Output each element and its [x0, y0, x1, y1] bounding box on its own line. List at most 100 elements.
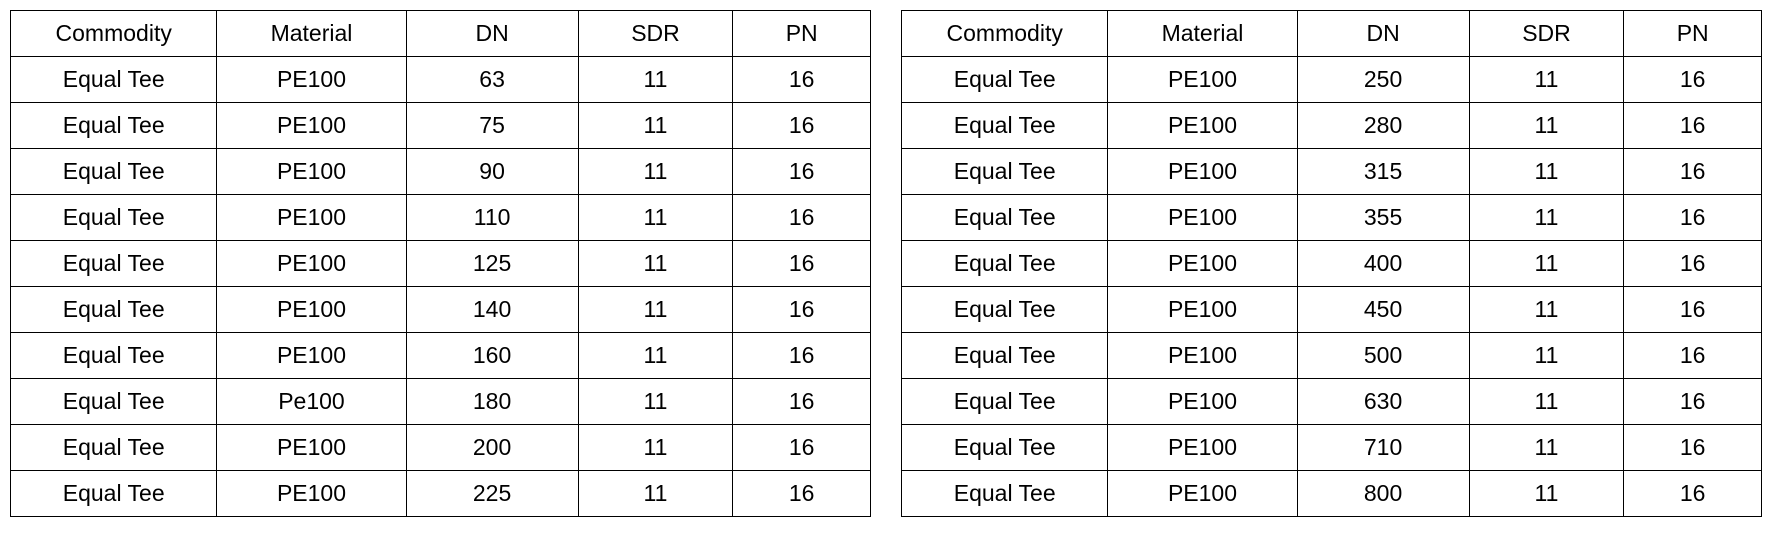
table-cell: 11 — [1469, 241, 1624, 287]
table-cell: 11 — [578, 471, 733, 517]
table-cell: 11 — [1469, 333, 1624, 379]
table-cell: 11 — [578, 195, 733, 241]
table-cell: Equal Tee — [902, 425, 1108, 471]
table-row: Equal TeePe1001801116 — [11, 379, 871, 425]
table-cell: PE100 — [1108, 379, 1297, 425]
table-cell: 11 — [578, 103, 733, 149]
table-cell: 16 — [733, 57, 871, 103]
table-cell: Equal Tee — [11, 195, 217, 241]
table-cell: Equal Tee — [902, 149, 1108, 195]
table-cell: Equal Tee — [11, 471, 217, 517]
table-cell: PE100 — [217, 471, 406, 517]
spec-table-right: Commodity Material DN SDR PN Equal TeePE… — [901, 10, 1762, 517]
table-cell: 280 — [1297, 103, 1469, 149]
table-cell: 63 — [406, 57, 578, 103]
table-cell: 16 — [1624, 241, 1762, 287]
table-cell: 140 — [406, 287, 578, 333]
table-row: Equal TeePE1001401116 — [11, 287, 871, 333]
table-cell: 90 — [406, 149, 578, 195]
table-cell: PE100 — [217, 195, 406, 241]
table-cell: PE100 — [1108, 241, 1297, 287]
table-cell: 710 — [1297, 425, 1469, 471]
col-header-pn: PN — [733, 11, 871, 57]
table-cell: Equal Tee — [11, 241, 217, 287]
table-row: Equal TeePE1002501116 — [902, 57, 1762, 103]
table-head: Commodity Material DN SDR PN — [902, 11, 1762, 57]
table-cell: 11 — [1469, 103, 1624, 149]
table-cell: 315 — [1297, 149, 1469, 195]
table-cell: 16 — [1624, 379, 1762, 425]
table-cell: 11 — [578, 241, 733, 287]
header-row: Commodity Material DN SDR PN — [11, 11, 871, 57]
table-cell: PE100 — [1108, 57, 1297, 103]
table-cell: 11 — [1469, 379, 1624, 425]
table-cell: Equal Tee — [11, 379, 217, 425]
table-row: Equal TeePE1004501116 — [902, 287, 1762, 333]
table-cell: 630 — [1297, 379, 1469, 425]
table-cell: PE100 — [217, 241, 406, 287]
table-cell: 16 — [733, 103, 871, 149]
table-cell: Equal Tee — [902, 333, 1108, 379]
table-cell: 16 — [1624, 471, 1762, 517]
header-row: Commodity Material DN SDR PN — [902, 11, 1762, 57]
col-header-sdr: SDR — [578, 11, 733, 57]
table-body-right: Equal TeePE1002501116Equal TeePE10028011… — [902, 57, 1762, 517]
table-cell: 16 — [733, 241, 871, 287]
table-cell: 11 — [578, 379, 733, 425]
table-cell: 16 — [733, 333, 871, 379]
left-table-container: Commodity Material DN SDR PN Equal TeePE… — [10, 10, 871, 517]
table-row: Equal TeePE1001251116 — [11, 241, 871, 287]
table-row: Equal TeePE100901116 — [11, 149, 871, 195]
table-cell: 16 — [1624, 425, 1762, 471]
table-cell: 11 — [1469, 57, 1624, 103]
table-cell: Pe100 — [217, 379, 406, 425]
table-row: Equal TeePE1003151116 — [902, 149, 1762, 195]
table-cell: PE100 — [217, 57, 406, 103]
col-header-commodity: Commodity — [902, 11, 1108, 57]
table-cell: Equal Tee — [11, 103, 217, 149]
table-cell: 75 — [406, 103, 578, 149]
table-row: Equal TeePE1001101116 — [11, 195, 871, 241]
table-cell: 11 — [1469, 287, 1624, 333]
col-header-dn: DN — [406, 11, 578, 57]
table-row: Equal TeePE1007101116 — [902, 425, 1762, 471]
table-cell: 16 — [1624, 333, 1762, 379]
table-cell: 180 — [406, 379, 578, 425]
table-cell: Equal Tee — [11, 57, 217, 103]
table-cell: 11 — [1469, 425, 1624, 471]
table-cell: 200 — [406, 425, 578, 471]
right-table-container: Commodity Material DN SDR PN Equal TeePE… — [901, 10, 1762, 517]
table-cell: Equal Tee — [902, 195, 1108, 241]
col-header-sdr: SDR — [1469, 11, 1624, 57]
table-cell: 450 — [1297, 287, 1469, 333]
table-cell: PE100 — [217, 149, 406, 195]
col-header-material: Material — [1108, 11, 1297, 57]
table-cell: Equal Tee — [902, 471, 1108, 517]
table-body-left: Equal TeePE100631116Equal TeePE100751116… — [11, 57, 871, 517]
table-cell: 110 — [406, 195, 578, 241]
table-cell: Equal Tee — [902, 287, 1108, 333]
table-cell: Equal Tee — [902, 57, 1108, 103]
table-cell: 16 — [733, 195, 871, 241]
table-cell: 11 — [578, 287, 733, 333]
table-cell: 11 — [1469, 149, 1624, 195]
table-cell: PE100 — [1108, 425, 1297, 471]
table-cell: 16 — [1624, 149, 1762, 195]
table-cell: PE100 — [1108, 195, 1297, 241]
table-head: Commodity Material DN SDR PN — [11, 11, 871, 57]
col-header-commodity: Commodity — [11, 11, 217, 57]
table-cell: 16 — [733, 425, 871, 471]
table-cell: 800 — [1297, 471, 1469, 517]
table-cell: 11 — [1469, 195, 1624, 241]
table-cell: Equal Tee — [11, 425, 217, 471]
table-cell: 16 — [733, 471, 871, 517]
table-cell: 16 — [1624, 57, 1762, 103]
table-row: Equal TeePE1003551116 — [902, 195, 1762, 241]
table-row: Equal TeePE1004001116 — [902, 241, 1762, 287]
table-cell: 16 — [1624, 287, 1762, 333]
table-cell: 11 — [578, 333, 733, 379]
table-row: Equal TeePE1005001116 — [902, 333, 1762, 379]
table-cell: Equal Tee — [11, 333, 217, 379]
table-cell: 16 — [1624, 103, 1762, 149]
table-cell: 500 — [1297, 333, 1469, 379]
